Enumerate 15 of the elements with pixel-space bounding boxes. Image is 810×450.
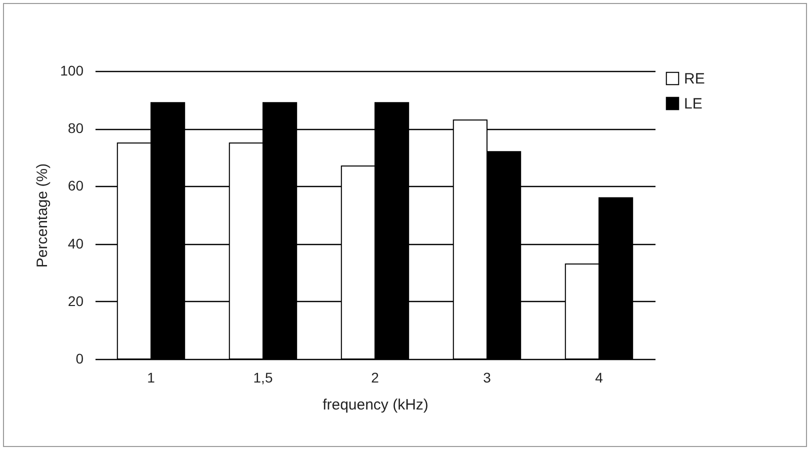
y-tick-label: 40 (68, 235, 84, 252)
y-axis-title: Percentage (%) (34, 163, 52, 268)
y-tick-label: 0 (76, 350, 84, 366)
x-axis-title: frequency (kHz) (322, 396, 428, 414)
y-tick-label: 100 (60, 62, 84, 78)
legend-label: RE (684, 70, 705, 88)
y-tick-label: 80 (68, 120, 84, 136)
x-tick-label: 3 (483, 370, 492, 386)
legend-label: LE (684, 96, 702, 112)
x-tick-label: 2 (371, 370, 380, 386)
x-tick-label: 1,5 (253, 370, 273, 386)
y-tick-label: 60 (68, 178, 84, 194)
x-tick-label: 1 (147, 370, 156, 386)
x-tick-label: 4 (595, 370, 604, 386)
y-tick-label: 20 (68, 292, 84, 309)
